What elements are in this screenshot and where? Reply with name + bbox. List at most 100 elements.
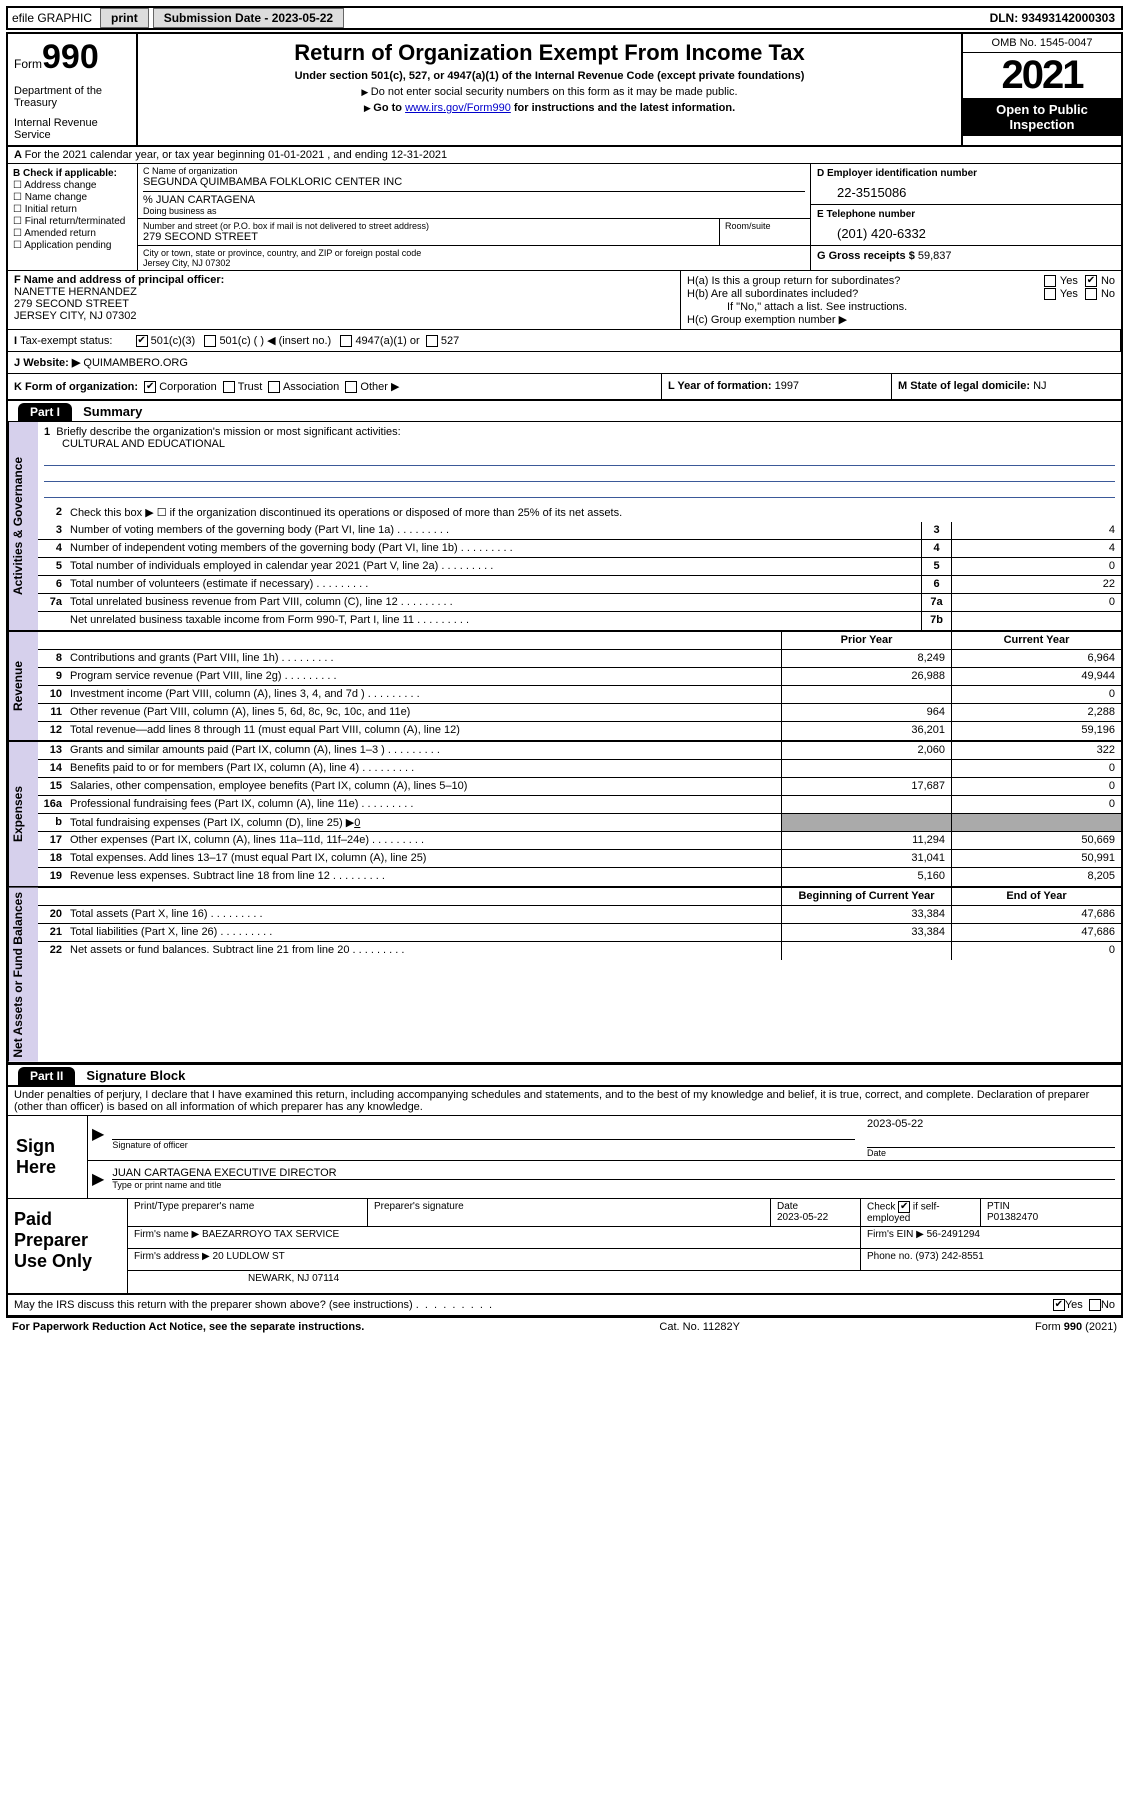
application-pending-checkbox[interactable]: Application pending xyxy=(13,240,132,251)
other-org-checkbox[interactable] xyxy=(345,381,357,393)
line-22: Net assets or fund balances. Subtract li… xyxy=(66,942,781,960)
ein-label: D Employer identification number xyxy=(817,168,1115,179)
form-footer: Form 990 (2021) xyxy=(1035,1321,1117,1333)
prior-year-head: Prior Year xyxy=(781,632,951,649)
form-of-org-label: K Form of organization: xyxy=(14,381,138,393)
trust-checkbox[interactable] xyxy=(223,381,235,393)
irs-link[interactable]: www.irs.gov/Form990 xyxy=(405,102,511,114)
501c-other-checkbox[interactable] xyxy=(204,335,216,347)
room-suite-label: Room/suite xyxy=(720,219,810,245)
discuss-yes-checkbox[interactable] xyxy=(1053,1299,1065,1311)
form-header: Form990 Department of the Treasury Inter… xyxy=(8,34,1121,147)
type-name-label: Type or print name and title xyxy=(112,1180,1115,1190)
amended-return-checkbox[interactable]: Amended return xyxy=(13,228,132,239)
vtab-governance: Activities & Governance xyxy=(8,422,38,630)
subtitle-3: Go to www.irs.gov/Form990 for instructio… xyxy=(146,102,953,114)
print-button[interactable]: print xyxy=(100,8,149,28)
vtab-net-assets: Net Assets or Fund Balances xyxy=(8,888,38,1062)
line-5: Total number of individuals employed in … xyxy=(66,558,921,575)
line-7a: Total unrelated business revenue from Pa… xyxy=(66,594,921,611)
firm-addr1: 20 LUDLOW ST xyxy=(213,1251,285,1262)
line-19: Revenue less expenses. Subtract line 18 … xyxy=(66,868,781,886)
city-value: Jersey City, NJ 07302 xyxy=(143,258,805,268)
association-checkbox[interactable] xyxy=(268,381,280,393)
self-employed-checkbox[interactable] xyxy=(898,1201,910,1213)
cat-number: Cat. No. 11282Y xyxy=(659,1321,740,1333)
part-1-badge: Part I xyxy=(18,403,72,421)
ha-no-checkbox[interactable] xyxy=(1085,275,1097,287)
ha-yes-checkbox[interactable] xyxy=(1044,275,1056,287)
line-16b: Total fundraising expenses (Part IX, col… xyxy=(66,814,781,831)
efile-label: efile GRAPHIC xyxy=(8,11,96,25)
val-7b xyxy=(951,612,1121,630)
name-change-checkbox[interactable]: Name change xyxy=(13,192,132,203)
sig-date-label: Date xyxy=(867,1148,1115,1158)
eoy-head: End of Year xyxy=(951,888,1121,905)
vtab-revenue: Revenue xyxy=(8,632,38,740)
part-2-title: Signature Block xyxy=(78,1068,185,1083)
line-16a: Professional fundraising fees (Part IX, … xyxy=(66,796,781,813)
dept-label: Department of the Treasury xyxy=(14,85,130,109)
line-9: Program service revenue (Part VIII, line… xyxy=(66,668,781,685)
line-15: Salaries, other compensation, employee b… xyxy=(66,778,781,795)
top-toolbar: efile GRAPHIC print Submission Date - 20… xyxy=(6,6,1123,30)
prep-sig-head: Preparer's signature xyxy=(368,1199,771,1226)
4947a1-checkbox[interactable] xyxy=(340,335,352,347)
firm-ein: 56-2491294 xyxy=(927,1229,980,1240)
irs-label: Internal Revenue Service xyxy=(14,117,130,141)
org-name: SEGUNDA QUIMBAMBA FOLKLORIC CENTER INC xyxy=(143,176,805,188)
vtab-expenses: Expenses xyxy=(8,742,38,886)
line-2: Check this box ▶ ☐ if the organization d… xyxy=(66,504,1121,522)
year-formed: 1997 xyxy=(775,380,799,392)
sign-here-label: Sign Here xyxy=(8,1116,88,1198)
boy-head: Beginning of Current Year xyxy=(781,888,951,905)
phone-label: E Telephone number xyxy=(817,209,1115,220)
city-label: City or town, state or province, country… xyxy=(143,248,805,258)
corporation-checkbox[interactable] xyxy=(144,381,156,393)
address-change-checkbox[interactable]: Address change xyxy=(13,180,132,191)
line-4: Number of independent voting members of … xyxy=(66,540,921,557)
submission-date-label: Submission Date - 2023-05-22 xyxy=(153,8,344,28)
hb-yes-checkbox[interactable] xyxy=(1044,288,1056,300)
part-2-badge: Part II xyxy=(18,1067,75,1085)
h-b-label: H(b) Are all subordinates included? xyxy=(687,288,858,300)
line-21: Total liabilities (Part X, line 26) xyxy=(66,924,781,941)
subtitle-2: Do not enter social security numbers on … xyxy=(146,86,953,98)
principal-officer-label: F Name and address of principal officer: xyxy=(14,274,224,286)
street-label: Number and street (or P.O. box if mail i… xyxy=(143,221,714,231)
initial-return-checkbox[interactable]: Initial return xyxy=(13,204,132,215)
current-year-head: Current Year xyxy=(951,632,1121,649)
sig-date-value: 2023-05-22 xyxy=(867,1118,1115,1130)
gross-receipts-label: G Gross receipts $ xyxy=(817,250,915,262)
open-public-badge: Open to PublicInspection xyxy=(963,98,1121,136)
form-number: 990 xyxy=(42,38,99,76)
signature-intro: Under penalties of perjury, I declare th… xyxy=(8,1086,1121,1115)
sig-officer-label: Signature of officer xyxy=(112,1140,855,1150)
line-8: Contributions and grants (Part VIII, lin… xyxy=(66,650,781,667)
ptin-value: P01382470 xyxy=(987,1212,1115,1223)
line-1-label: Briefly describe the organization's miss… xyxy=(56,426,400,438)
final-return-checkbox[interactable]: Final return/terminated xyxy=(13,216,132,227)
org-name-label: C Name of organization xyxy=(143,166,805,176)
527-checkbox[interactable] xyxy=(426,335,438,347)
line-14: Benefits paid to or for members (Part IX… xyxy=(66,760,781,777)
hb-no-checkbox[interactable] xyxy=(1085,288,1097,300)
tax-exempt-label: Tax-exempt status: xyxy=(20,335,112,347)
ein-value: 22-3515086 xyxy=(817,179,1115,200)
firm-addr2: NEWARK, NJ 07114 xyxy=(128,1271,1121,1293)
officer-name-title: JUAN CARTAGENA EXECUTIVE DIRECTOR xyxy=(112,1167,1115,1180)
line-20: Total assets (Part X, line 16) xyxy=(66,906,781,923)
val-4: 4 xyxy=(951,540,1121,557)
501c3-checkbox[interactable] xyxy=(136,335,148,347)
h-b-note: If "No," attach a list. See instructions… xyxy=(687,301,1115,313)
line-17: Other expenses (Part IX, column (A), lin… xyxy=(66,832,781,849)
line-3: Number of voting members of the governin… xyxy=(66,522,921,539)
website-value: QUIMAMBERO.ORG xyxy=(83,357,188,369)
discuss-label: May the IRS discuss this return with the… xyxy=(14,1299,413,1311)
val-6: 22 xyxy=(951,576,1121,593)
val-7a: 0 xyxy=(951,594,1121,611)
line-11: Other revenue (Part VIII, column (A), li… xyxy=(66,704,781,721)
discuss-no-checkbox[interactable] xyxy=(1089,1299,1101,1311)
sign-arrow-icon: ▶ xyxy=(88,1116,106,1160)
val-3: 4 xyxy=(951,522,1121,539)
